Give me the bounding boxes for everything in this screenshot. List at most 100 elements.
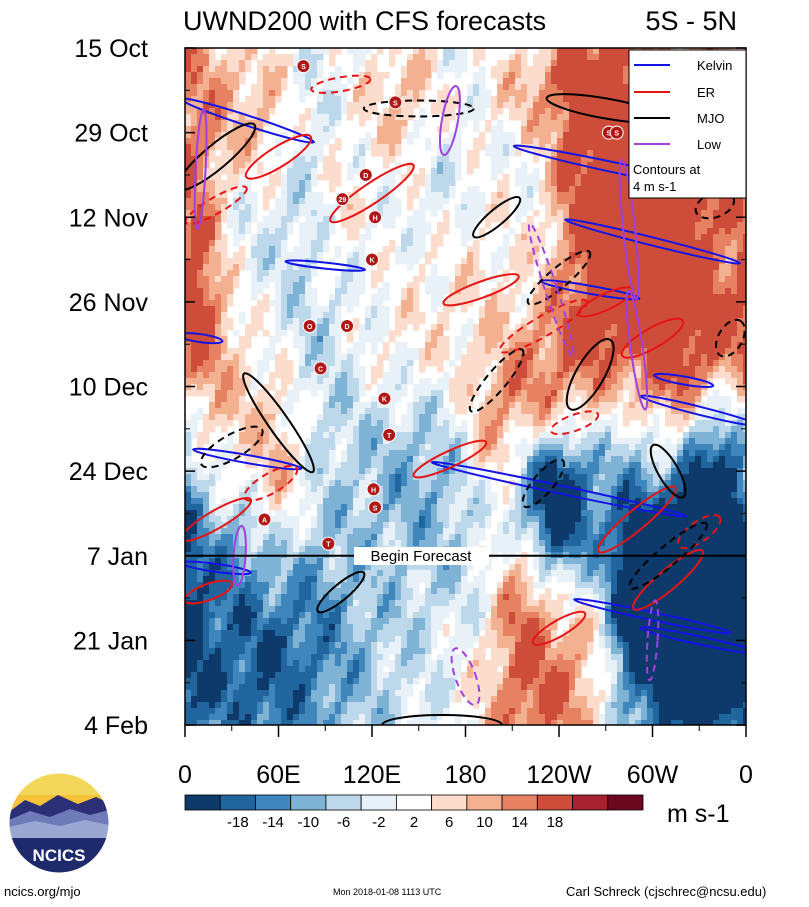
heat-cell: [269, 270, 276, 277]
heat-cell: [551, 306, 558, 313]
heat-cell: [521, 324, 528, 331]
heat-cell: [293, 204, 300, 211]
heat-cell: [305, 312, 312, 319]
heat-cell: [719, 432, 726, 439]
heat-cell: [545, 150, 552, 157]
heat-cell: [671, 312, 678, 319]
heat-cell: [533, 234, 540, 241]
heat-cell: [521, 78, 528, 85]
heat-cell: [479, 348, 486, 355]
heat-cell: [485, 360, 492, 367]
heat-cell: [623, 198, 630, 205]
heat-cell: [299, 234, 306, 241]
heat-cell: [533, 342, 540, 349]
heat-cell: [533, 138, 540, 145]
heat-cell: [563, 48, 570, 55]
heat-cell: [203, 222, 210, 229]
heat-cell: [239, 78, 246, 85]
heat-cell: [527, 390, 534, 397]
heat-cell: [713, 396, 720, 403]
heat-cell: [557, 306, 564, 313]
heat-cell: [437, 72, 444, 79]
heat-cell: [443, 384, 450, 391]
heat-cell: [623, 282, 630, 289]
heat-cell: [623, 126, 630, 133]
heat-cell: [299, 192, 306, 199]
heat-cell: [707, 216, 714, 223]
heat-cell: [437, 408, 444, 415]
heat-cell: [491, 144, 498, 151]
heat-cell: [365, 426, 372, 433]
heat-cell: [599, 318, 606, 325]
heat-cell: [227, 186, 234, 193]
heat-cell: [251, 210, 258, 217]
heat-cell: [323, 414, 330, 421]
heat-cell: [185, 222, 192, 229]
heat-cell: [287, 372, 294, 379]
heat-cell: [683, 402, 690, 409]
heat-cell: [623, 132, 630, 139]
heat-cell: [233, 330, 240, 337]
heat-cell: [197, 102, 204, 109]
heat-cell: [215, 240, 222, 247]
heat-cell: [383, 348, 390, 355]
heat-cell: [695, 390, 702, 397]
heat-cell: [515, 246, 522, 253]
heat-cell: [527, 138, 534, 145]
heat-cell: [533, 60, 540, 67]
heat-cell: [485, 204, 492, 211]
heat-cell: [293, 264, 300, 271]
heat-cell: [413, 414, 420, 421]
heat-cell: [659, 294, 666, 301]
heat-cell: [293, 132, 300, 139]
heat-cell: [521, 162, 528, 169]
heat-cell: [569, 234, 576, 241]
heat-cell: [239, 228, 246, 235]
heat-cell: [209, 312, 216, 319]
heat-cell: [491, 300, 498, 307]
heat-cell: [473, 282, 480, 289]
heat-cell: [401, 108, 408, 115]
heat-cell: [203, 366, 210, 373]
heat-cell: [263, 66, 270, 73]
heat-cell: [215, 138, 222, 145]
heat-cell: [191, 90, 198, 97]
heat-cell: [647, 258, 654, 265]
heat-cell: [401, 126, 408, 133]
heat-cell: [227, 60, 234, 67]
heat-cell: [647, 312, 654, 319]
heat-cell: [443, 378, 450, 385]
heat-cell: [431, 48, 438, 55]
heat-cell: [539, 426, 546, 433]
heat-cell: [227, 324, 234, 331]
heat-cell: [701, 324, 708, 331]
heat-cell: [461, 396, 468, 403]
heat-cell: [209, 288, 216, 295]
heat-cell: [353, 378, 360, 385]
heat-cell: [455, 144, 462, 151]
heat-cell: [611, 354, 618, 361]
heat-cell: [473, 216, 480, 223]
heat-cell: [467, 258, 474, 265]
heat-cell: [425, 402, 432, 409]
heat-cell: [371, 102, 378, 109]
heat-cell: [449, 384, 456, 391]
heat-cell: [353, 390, 360, 397]
heat-cell: [317, 138, 324, 145]
heat-cell: [545, 390, 552, 397]
heat-cell: [473, 342, 480, 349]
heat-cell: [365, 144, 372, 151]
heat-cell: [233, 408, 240, 415]
heat-cell: [185, 120, 192, 127]
heat-cell: [503, 144, 510, 151]
heat-cell: [509, 366, 516, 373]
heat-cell: [611, 234, 618, 241]
heat-cell: [497, 168, 504, 175]
heat-cell: [569, 432, 576, 439]
heat-cell: [737, 408, 744, 415]
heat-cell: [689, 306, 696, 313]
heat-cell: [515, 240, 522, 247]
heat-cell: [383, 324, 390, 331]
heat-cell: [239, 150, 246, 157]
heat-cell: [455, 90, 462, 97]
